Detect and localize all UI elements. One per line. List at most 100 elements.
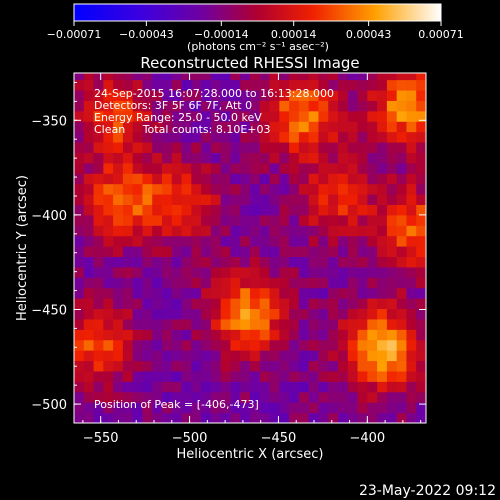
heatmap-cell — [210, 110, 222, 122]
heatmap-cell — [122, 110, 134, 122]
heatmap-cell — [83, 204, 95, 216]
heatmap-cell — [367, 287, 378, 299]
heatmap-cell — [152, 329, 163, 341]
heatmap-cell — [171, 214, 183, 226]
heatmap-cell — [289, 131, 300, 143]
heatmap-cell — [386, 339, 398, 351]
heatmap-cell — [152, 100, 163, 112]
heatmap-cell — [259, 318, 271, 330]
heatmap-cell — [298, 287, 310, 299]
heatmap-cell — [83, 339, 95, 351]
heatmap-cell — [83, 162, 95, 174]
heatmap-cell — [210, 162, 222, 174]
heatmap-cell — [201, 402, 212, 414]
heatmap-cell — [357, 100, 368, 112]
heatmap-cell — [230, 235, 241, 247]
heatmap-cell — [93, 256, 104, 268]
heatmap-cell — [230, 152, 241, 164]
heatmap-cell — [162, 204, 173, 216]
heatmap-cell — [318, 246, 329, 258]
heatmap-cell — [240, 391, 251, 403]
heatmap-cell — [181, 298, 192, 310]
heatmap-cell — [250, 204, 261, 216]
heatmap-cell — [220, 142, 231, 153]
heatmap-cell — [201, 266, 212, 278]
heatmap-cell — [279, 318, 290, 330]
heatmap-cell — [142, 90, 153, 101]
heatmap-cell — [347, 90, 359, 101]
heatmap-cell — [416, 402, 426, 414]
heatmap-cell — [259, 381, 271, 393]
heatmap-cell — [269, 225, 280, 237]
heatmap-cell — [83, 173, 95, 185]
heatmap-cell — [103, 162, 114, 174]
heatmap-cell — [142, 131, 153, 143]
heatmap-cell — [103, 152, 114, 164]
heatmap-cell — [191, 194, 202, 205]
heatmap-cell — [416, 412, 426, 423]
heatmap-cell — [406, 79, 417, 91]
heatmap-cell — [162, 131, 173, 143]
heatmap-cell — [289, 79, 300, 91]
heatmap-cell — [83, 90, 95, 101]
heatmap-cell — [181, 339, 192, 351]
heatmap-cell — [93, 194, 104, 205]
heatmap-cell — [74, 339, 85, 351]
heatmap-cell — [240, 183, 251, 195]
heatmap-cell — [386, 162, 398, 174]
heatmap-cell — [142, 287, 153, 299]
heatmap-cell — [367, 183, 378, 195]
heatmap-cell — [220, 381, 231, 393]
heatmap-cell — [308, 381, 319, 393]
heatmap-cell — [338, 121, 349, 133]
heatmap-cell — [396, 298, 407, 310]
heatmap-cell — [201, 100, 212, 112]
heatmap-cell — [201, 391, 212, 403]
heatmap-cell — [230, 350, 241, 362]
heatmap-cell — [328, 90, 339, 101]
heatmap-cell — [210, 73, 222, 81]
heatmap-cell — [93, 142, 104, 153]
heatmap-cell — [289, 225, 300, 237]
heatmap-cell — [298, 360, 310, 372]
heatmap-cell — [298, 298, 310, 310]
heatmap-cell — [279, 266, 290, 278]
heatmap-cell — [406, 391, 417, 403]
heatmap-cell — [279, 152, 290, 164]
heatmap-cell — [377, 142, 388, 153]
heatmap-cell — [289, 90, 300, 101]
heatmap-cell — [171, 162, 183, 174]
heatmap-cell — [113, 287, 124, 299]
heatmap-cell — [367, 225, 378, 237]
heatmap-cell — [357, 235, 368, 247]
heatmap-cell — [230, 110, 241, 122]
heatmap-cell — [74, 110, 85, 122]
heatmap-cell — [122, 391, 134, 403]
heatmap-cell — [230, 308, 241, 320]
heatmap-cell — [279, 246, 290, 258]
heatmap-cell — [279, 162, 290, 174]
heatmap-cell — [328, 131, 339, 143]
heatmap-cell — [250, 266, 261, 278]
heatmap-cell — [338, 329, 349, 341]
heatmap-cell — [191, 121, 202, 133]
heatmap-cell — [328, 391, 339, 403]
heatmap-cell — [377, 79, 388, 91]
heatmap-cell — [250, 79, 261, 91]
heatmap-cell — [367, 339, 378, 351]
heatmap-cell — [298, 79, 310, 91]
heatmap-cell — [259, 266, 271, 278]
heatmap-cell — [308, 329, 319, 341]
heatmap-cell — [171, 298, 183, 310]
heatmap-cell — [269, 173, 280, 185]
heatmap-cell — [201, 298, 212, 310]
heatmap-cell — [132, 339, 143, 351]
heatmap-cell — [367, 412, 378, 423]
heatmap-cell — [347, 329, 359, 341]
heatmap-cell — [122, 318, 134, 330]
heatmap-cell — [328, 204, 339, 216]
heatmap-cell — [318, 90, 329, 101]
heatmap-cell — [83, 287, 95, 299]
heatmap-cell — [162, 412, 173, 423]
